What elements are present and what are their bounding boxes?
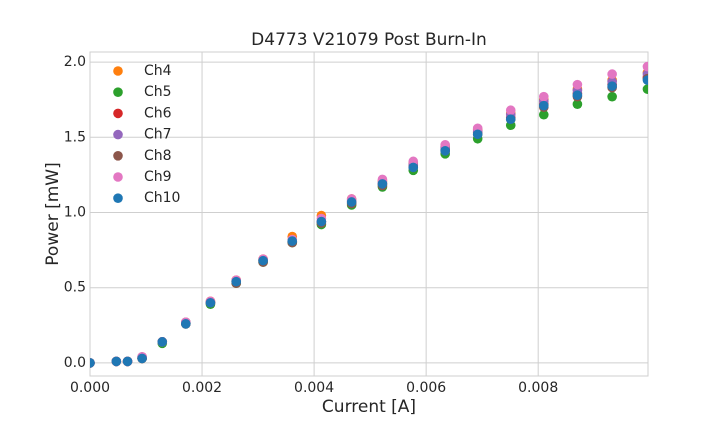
point [137, 353, 147, 364]
legend: Ch4 Ch5 Ch6 Ch7 Ch8 Ch9 Ch10 [113, 63, 180, 206]
legend-marker [113, 87, 123, 97]
y-axis-label: Power [mW] [43, 162, 63, 265]
x-tick-label: 0.000 [70, 380, 110, 396]
legend-marker [113, 66, 123, 76]
point [642, 75, 648, 85]
point [572, 90, 583, 100]
chart-title: D4773 V21079 Post Burn-In [251, 30, 487, 50]
point [642, 61, 648, 72]
legend-label: Ch9 [144, 169, 172, 185]
x-tick-label: 0.008 [518, 380, 558, 396]
point [90, 358, 95, 368]
point [408, 162, 419, 173]
point [346, 197, 357, 207]
point [572, 99, 583, 109]
point [316, 216, 327, 227]
point [538, 109, 549, 120]
point [538, 91, 549, 102]
point [287, 236, 298, 246]
point [572, 79, 583, 90]
grid [89, 52, 648, 376]
plot-area [89, 51, 649, 377]
point [472, 129, 483, 140]
legend-label: Ch5 [144, 84, 172, 100]
point [111, 356, 122, 367]
legend-marker [113, 151, 123, 161]
legend-label: Ch10 [144, 190, 180, 206]
legend-marker [113, 172, 123, 182]
point [607, 81, 617, 91]
legend-label: Ch7 [144, 127, 172, 143]
x-tick-label: 0.004 [294, 380, 334, 396]
x-tick-label: 0.002 [182, 380, 222, 396]
point [440, 146, 450, 156]
y-tick-label: 1.5 [64, 129, 86, 145]
y-tick-label: 0.5 [64, 280, 86, 296]
point [231, 276, 242, 287]
point [505, 105, 516, 116]
legend-label: Ch4 [144, 63, 172, 79]
y-tick-label: 1.0 [64, 204, 86, 220]
legend-marker [113, 129, 123, 140]
legend-label: Ch8 [144, 148, 172, 164]
y-tick-label: 2.0 [64, 54, 86, 70]
point [122, 356, 133, 367]
legend-marker [113, 193, 123, 203]
x-axis-label: Current [A] [322, 397, 416, 417]
point [538, 100, 549, 111]
point [258, 255, 268, 266]
point [607, 69, 617, 79]
legend-marker [113, 108, 123, 119]
y-tick-label: 0.0 [64, 355, 86, 371]
point [607, 91, 617, 102]
points [90, 61, 648, 368]
point [181, 319, 191, 329]
point [205, 297, 216, 308]
point [505, 114, 516, 125]
point [377, 179, 388, 189]
x-tick-label: 0.006 [406, 380, 446, 396]
point [642, 84, 648, 94]
legend-label: Ch6 [144, 105, 172, 121]
point [157, 337, 168, 347]
